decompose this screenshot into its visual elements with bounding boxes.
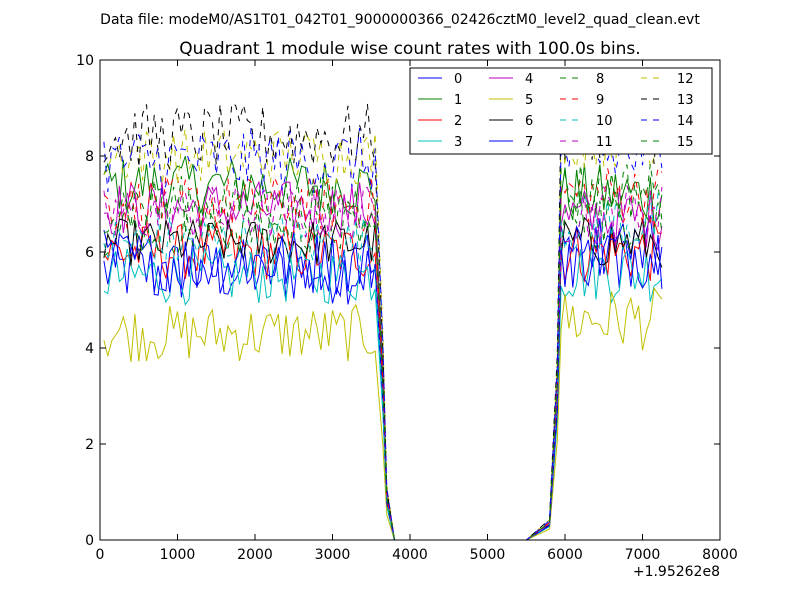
x-tick-label: 7000	[625, 547, 661, 563]
series-group	[103, 90, 663, 540]
series-line-7	[103, 223, 663, 540]
legend-label: 13	[677, 93, 694, 108]
suptitle: Data file: modeM0/AS1T01_042T01_90000003…	[100, 12, 700, 28]
legend-label: 10	[596, 114, 613, 129]
legend-label: 7	[525, 135, 533, 150]
legend-label: 12	[677, 72, 694, 87]
x-tick-label: 0	[96, 547, 105, 563]
y-tick-label: 4	[85, 341, 94, 357]
legend-label: 1	[454, 93, 462, 108]
series-line-8	[103, 191, 663, 540]
x-tick-label: 2000	[237, 547, 273, 563]
x-tick-label: 8000	[702, 547, 738, 563]
legend-label: 4	[525, 72, 533, 87]
x-tick-label: 3000	[315, 547, 351, 563]
legend-label: 8	[596, 72, 604, 87]
x-offset-label: +1.95262e8	[633, 564, 720, 580]
series-line-9	[103, 167, 663, 540]
legend-box	[409, 67, 713, 155]
series-line-10	[103, 192, 663, 540]
legend-label: 9	[596, 93, 604, 108]
x-tick-label: 5000	[470, 547, 506, 563]
series-line-12	[103, 107, 663, 540]
legend-label: 5	[525, 93, 533, 108]
x-tick-label: 4000	[392, 547, 428, 563]
legend-label: 15	[677, 135, 694, 150]
legend-label: 0	[454, 72, 462, 87]
y-tick-label: 2	[85, 437, 94, 453]
legend-label: 6	[525, 114, 533, 129]
y-tick-label: 10	[76, 53, 94, 69]
y-tick-label: 6	[85, 245, 94, 261]
series-line-5	[103, 286, 663, 540]
legend-label: 2	[454, 114, 462, 129]
x-tick-label: 1000	[160, 547, 196, 563]
series-line-13	[103, 90, 663, 540]
y-tick-label: 8	[85, 149, 94, 165]
chart-title: Quadrant 1 module wise count rates with …	[179, 39, 640, 59]
legend-label: 3	[454, 135, 462, 150]
x-tick-label: 6000	[547, 547, 583, 563]
y-tick-label: 0	[85, 533, 94, 549]
legend-label: 11	[596, 135, 613, 150]
legend-label: 14	[677, 114, 694, 129]
